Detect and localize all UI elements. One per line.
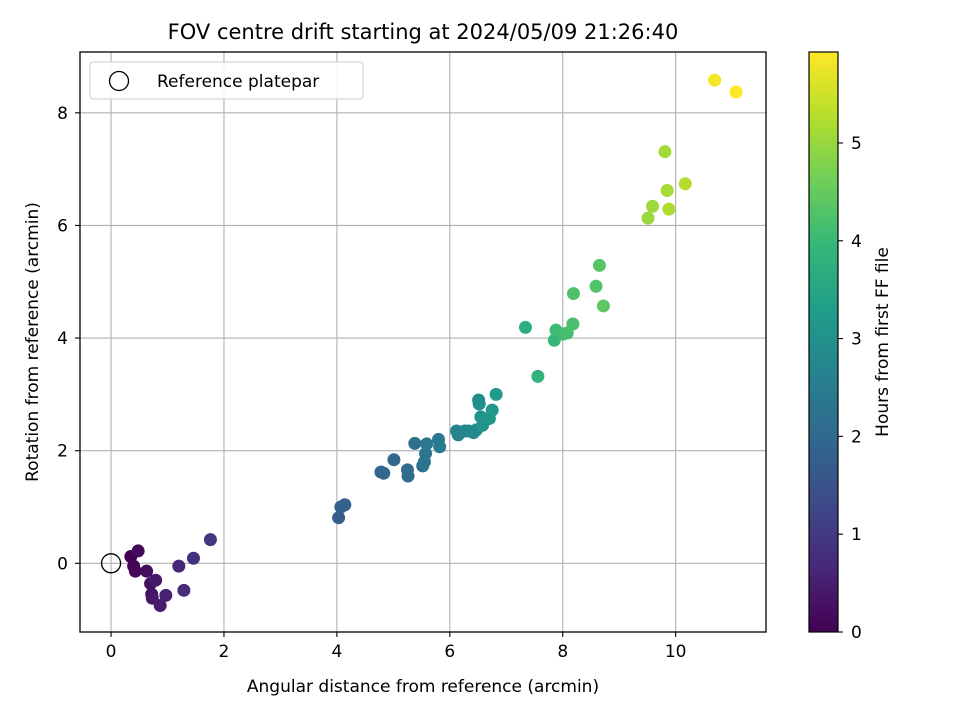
reference-point-marker bbox=[100, 553, 122, 574]
colorbar-tick-label: 2 bbox=[851, 427, 862, 447]
y-tick-label: 0 bbox=[57, 554, 68, 574]
data-point bbox=[401, 469, 415, 483]
data-point bbox=[433, 440, 447, 454]
x-tick-label: 6 bbox=[444, 642, 455, 662]
data-point bbox=[153, 599, 167, 613]
data-point bbox=[729, 85, 743, 99]
data-point bbox=[660, 184, 674, 198]
x-tick-label: 10 bbox=[665, 642, 687, 662]
colorbar-tick-label: 4 bbox=[851, 232, 862, 252]
x-axis-ticks: 0 2 4 6 8 10 bbox=[106, 632, 687, 662]
data-point bbox=[472, 397, 486, 411]
colorbar: 0 1 2 3 4 5 Hours from first FF file bbox=[808, 51, 893, 643]
data-point bbox=[203, 533, 217, 547]
data-point bbox=[377, 466, 391, 480]
y-tick-label: 4 bbox=[57, 329, 68, 349]
colorbar-tick-label: 3 bbox=[851, 330, 862, 350]
x-tick-label: 0 bbox=[106, 642, 117, 662]
data-point bbox=[658, 145, 672, 159]
data-point bbox=[646, 199, 660, 213]
data-point bbox=[596, 299, 610, 313]
data-point bbox=[332, 511, 346, 525]
data-point bbox=[518, 320, 532, 334]
data-point bbox=[708, 73, 722, 87]
grid-lines bbox=[80, 52, 766, 632]
data-point bbox=[131, 544, 145, 558]
x-tick-label: 8 bbox=[557, 642, 568, 662]
y-axis-ticks: 0 2 4 6 8 bbox=[57, 104, 80, 574]
chart-title: FOV centre drift starting at 2024/05/09 … bbox=[168, 20, 679, 44]
colorbar-tick-label: 0 bbox=[851, 623, 862, 643]
data-point bbox=[338, 498, 352, 512]
data-point bbox=[592, 258, 606, 272]
data-point bbox=[566, 287, 580, 301]
data-point bbox=[489, 387, 503, 401]
data-point bbox=[128, 564, 142, 578]
colorbar-tick-label: 5 bbox=[851, 134, 862, 154]
colorbar-ticks: 0 1 2 3 4 5 bbox=[838, 134, 862, 643]
data-point bbox=[662, 202, 676, 216]
data-point bbox=[177, 583, 191, 597]
data-point bbox=[140, 564, 154, 578]
data-point bbox=[149, 573, 163, 587]
colorbar-tick-label: 1 bbox=[851, 525, 862, 545]
legend-box bbox=[89, 61, 364, 100]
y-axis-label: Rotation from reference (arcmin) bbox=[23, 202, 43, 482]
plot-area-frame bbox=[79, 51, 767, 633]
y-tick-label: 2 bbox=[57, 442, 68, 462]
legend-marker-reference bbox=[108, 70, 130, 92]
y-tick-label: 8 bbox=[57, 104, 68, 124]
legend: Reference platepar bbox=[89, 61, 364, 100]
data-points bbox=[100, 73, 743, 613]
data-point bbox=[420, 437, 434, 451]
legend-label-reference: Reference platepar bbox=[157, 72, 319, 92]
data-point bbox=[641, 211, 655, 225]
colorbar-gradient bbox=[808, 51, 839, 633]
data-point bbox=[531, 369, 545, 383]
data-point bbox=[387, 453, 401, 467]
data-point bbox=[678, 177, 692, 191]
data-point bbox=[186, 551, 200, 565]
colorbar-label: Hours from first FF file bbox=[873, 247, 893, 437]
y-tick-label: 6 bbox=[57, 216, 68, 236]
data-point bbox=[566, 317, 580, 331]
data-point bbox=[419, 446, 433, 460]
x-axis-label: Angular distance from reference (arcmin) bbox=[247, 677, 599, 697]
data-point bbox=[408, 436, 422, 450]
data-point bbox=[159, 588, 173, 602]
data-point bbox=[172, 559, 186, 573]
data-point bbox=[485, 403, 499, 417]
data-point bbox=[589, 279, 603, 293]
x-tick-label: 4 bbox=[331, 642, 342, 662]
x-tick-label: 2 bbox=[219, 642, 230, 662]
